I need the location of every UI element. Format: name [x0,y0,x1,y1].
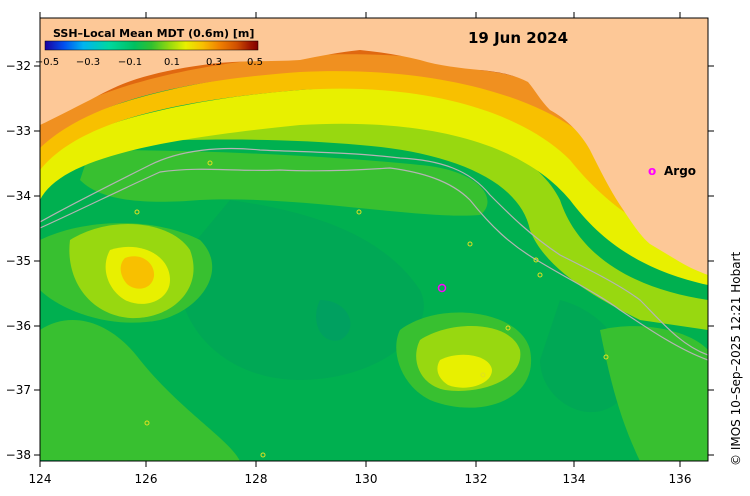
ssh-contour-low [316,300,351,341]
x-axis-labels: 124 126 128 130 132 134 136 [29,472,692,486]
colorbar-tick: 0.1 [164,57,180,68]
x-tick-label: 132 [465,472,488,486]
argo-float-marker[interactable] [144,420,150,426]
argo-legend-marker: o [648,164,656,178]
argo-float-marker[interactable] [260,452,266,458]
y-tick-label: −37 [6,383,31,397]
legend: o Argo [648,164,696,178]
ssh-contour-high [120,256,155,289]
x-tick-label: 126 [135,472,158,486]
x-tick-label: 128 [245,472,268,486]
ssh-contour-mid [600,326,708,461]
colorbar-tick: 0.3 [206,57,222,68]
isobath-line [40,147,708,356]
ssh-contour-high [40,67,708,250]
argo-float-marker[interactable] [134,209,140,215]
argo-float-marker[interactable] [437,283,447,293]
ssh-contour-low [540,300,626,413]
plot-frame [39,17,709,462]
y-tick-label: −35 [6,254,31,268]
x-tick-label: 130 [355,472,378,486]
x-tick-label: 134 [563,472,586,486]
argo-float-marker[interactable] [480,372,486,378]
ssh-contour-mid [80,150,488,216]
argo-float-marker[interactable] [603,354,609,360]
y-tick-label: −32 [6,59,31,73]
x-tick-label: 124 [29,472,52,486]
y-tick-label: −36 [6,319,31,333]
ssh-contour-mid [40,320,240,461]
colorbar: SSH–Local Mean MDT (0.6m) [m] −0.5 −0.3 … [35,27,263,68]
axis-ticks [34,12,714,467]
colorbar-tick: −0.5 [35,57,59,68]
colorbar-tick: −0.3 [76,57,100,68]
isobath-line [40,167,708,361]
colorbar-gradient [44,40,259,51]
argo-float-marker[interactable] [467,241,473,247]
y-tick-label: −33 [6,124,31,138]
argo-float-marker[interactable] [356,209,362,215]
credit-text: © IMOS 10–Sep–2025 12:21 Hobart [729,252,743,466]
colorbar-tick: 0.5 [247,57,263,68]
map-date: 19 Jun 2024 [468,29,568,47]
land-mass [40,18,708,275]
map-plot-area [40,18,708,461]
ssh-contour-low [178,200,424,380]
argo-float-marker[interactable] [505,325,511,331]
argo-float-marker[interactable] [537,272,543,278]
y-tick-label: −34 [6,189,31,203]
argo-float-marker[interactable] [533,257,539,263]
y-axis-labels: −32 −33 −34 −35 −36 −37 −38 [6,59,31,462]
colorbar-title: SSH–Local Mean MDT (0.6m) [m] [53,27,254,40]
colorbar-tick: −0.1 [118,57,142,68]
ssh-contour-high [437,354,492,388]
y-tick-label: −38 [6,448,31,462]
argo-float-marker[interactable] [207,160,213,166]
argo-legend-label: Argo [664,164,696,178]
x-tick-label: 136 [669,472,692,486]
argo-float-markers [134,160,609,458]
